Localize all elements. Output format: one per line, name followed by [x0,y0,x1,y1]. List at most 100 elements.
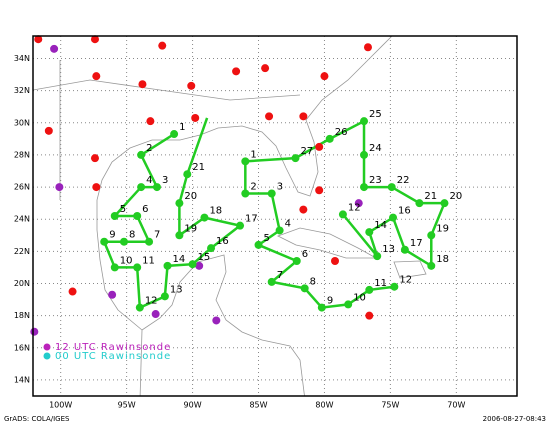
waypoint-label: 8 [310,276,316,287]
lon-tick-label: 80W [315,401,333,410]
waypoint-label: 23 [369,175,382,186]
waypoint-label: 1 [179,122,185,133]
waypoint [183,170,192,179]
waypoint-label: 16 [216,236,229,247]
coastline [33,36,427,396]
rawinsonde-station [90,154,99,163]
waypoint [275,226,284,235]
rawinsonde-station [30,327,39,336]
waypoint-label: 6 [302,249,308,260]
rawinsonde-station [50,44,59,53]
waypoint [440,199,449,208]
waypoint-label: 17 [410,238,423,249]
waypoint-label: 15 [198,252,211,263]
waypoint-label: 3 [277,182,283,193]
waypoint [110,263,119,272]
rawinsonde-station [195,261,204,270]
lat-tick-label: 24N [14,215,30,224]
rawinsonde-station [34,35,43,44]
rawinsonde-station [90,35,99,44]
waypoint-label: 19 [184,223,197,234]
waypoint [365,285,374,294]
rawinsonde-station [315,186,324,195]
waypoint [207,244,216,253]
waypoint-label: 26 [335,127,348,138]
waypoint [291,154,300,163]
waypoint-label: 12 [348,202,361,213]
waypoint [300,284,309,293]
waypoint-label: 21 [424,191,437,202]
waypoint [200,213,209,222]
legend-marker [43,352,51,360]
lat-tick-label: 20N [14,279,30,288]
lat-tick-label: 26N [14,183,30,192]
waypoint-label: 7 [277,270,283,281]
lat-tick-label: 34N [14,54,30,63]
waypoint-label: 20 [449,191,462,202]
rawinsonde-station [68,287,77,296]
flight-track [244,161,395,309]
waypoint-label: 4 [285,218,291,229]
lon-tick-label: 75W [381,401,399,410]
rawinsonde-station [265,112,274,121]
footer-right: 2006-08-27-08:43 [483,415,546,423]
waypoint-label: 9 [109,230,115,241]
waypoint [133,263,142,272]
waypoint-label: 13 [382,244,395,255]
waypoint-label: 18 [436,254,449,265]
waypoint-label: 6 [142,204,148,215]
waypoint-label: 5 [120,204,126,215]
waypoint [236,221,245,230]
waypoint-label: 19 [436,223,449,234]
waypoint [427,231,436,240]
waypoint-label: 11 [374,278,387,289]
waypoint [325,134,334,143]
waypoint [152,183,161,192]
waypoint-label: 9 [327,296,333,307]
waypoint [145,237,154,246]
waypoint [344,300,353,309]
waypoint [137,150,146,159]
lat-tick-label: 32N [14,86,30,95]
waypoint [415,199,424,208]
rawinsonde-station [299,205,308,214]
tracks [102,117,447,310]
waypoint-label: 5 [264,233,270,244]
waypoint [133,212,142,220]
flight-track [245,119,447,269]
waypoint-label: 12 [399,275,412,286]
rawinsonde-station [138,80,147,89]
waypoint-label: 10 [120,255,133,266]
waypoint-label: 11 [142,255,155,266]
waypoint-label: 10 [353,292,366,303]
frame [32,35,518,397]
rawinsonde-station [331,257,340,265]
waypoint [373,252,382,261]
rawinsonde-station [212,316,221,325]
waypoint [360,117,369,126]
rawinsonde-station [92,72,101,81]
waypoint [390,282,399,291]
legend-label: 00 UTC Rawinsonde [55,351,171,362]
waypoint-label: 25 [369,109,382,120]
waypoint-label: 1 [250,149,256,160]
waypoint-label: 18 [209,206,222,217]
rawinsonde-station [151,310,160,319]
waypoint [137,183,146,192]
lat-tick-label: 16N [14,343,30,352]
waypoint [241,157,250,166]
waypoint [110,212,119,220]
waypoint-label: 21 [192,162,205,173]
lon-tick-label: 70W [447,401,465,410]
waypoint [254,240,263,249]
waypoint [389,213,398,222]
rawinsonde-station [261,64,270,73]
waypoint [241,189,250,198]
footer-left: GrADS: COLA/IGES [4,415,70,423]
waypoint [170,130,179,139]
waypoint [317,303,326,312]
lat-tick-label: 28N [14,150,30,159]
rawinsonde-station [299,112,308,121]
waypoint-label: 2 [146,143,152,154]
